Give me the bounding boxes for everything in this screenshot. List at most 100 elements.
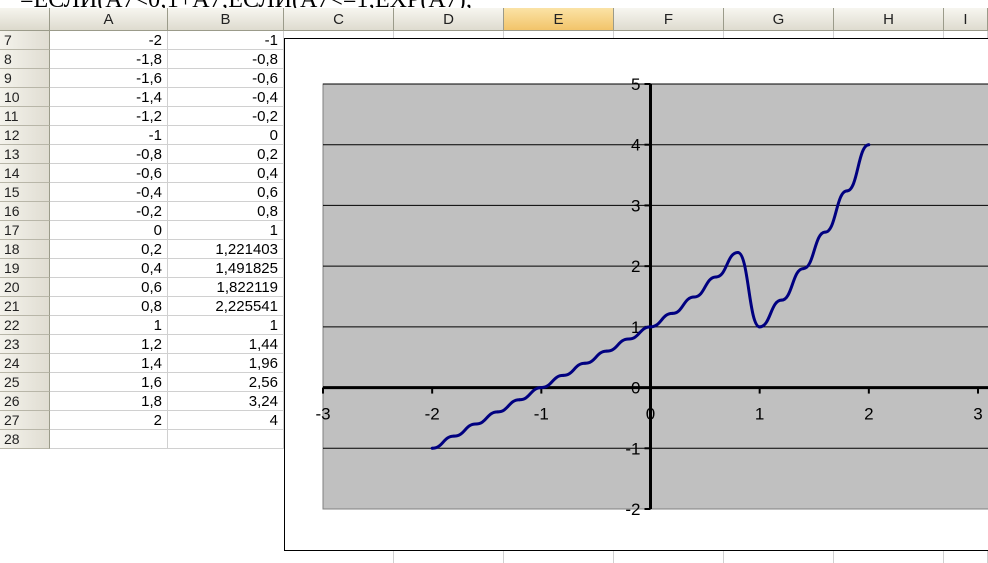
cell-a25[interactable]: 1,6 [50,373,168,392]
row-header-7[interactable]: 7 [0,31,50,50]
cell-a20[interactable]: 0,6 [50,278,168,297]
cell-a17[interactable]: 0 [50,221,168,240]
data-point-11 [670,311,674,315]
cell-b12[interactable]: 0 [168,126,284,145]
column-header-b[interactable]: B [168,8,284,31]
cell-b14[interactable]: 0,4 [168,164,284,183]
x-tick-label-6: 3 [973,405,982,424]
cell-b22[interactable]: 1 [168,316,284,335]
row-header-10[interactable]: 10 [0,88,50,107]
cell-a22[interactable]: 1 [50,316,168,335]
cell-b9[interactable]: -0,6 [168,69,284,88]
data-point-12 [692,295,696,299]
row-header-11[interactable]: 11 [0,107,50,126]
row-header-12[interactable]: 12 [0,126,50,145]
cell-b10[interactable]: -0,4 [168,88,284,107]
row-header-8[interactable]: 8 [0,50,50,69]
data-point-2 [474,422,478,426]
data-point-20 [867,143,871,147]
cell-a13[interactable]: -0,8 [50,145,168,164]
column-header-i[interactable]: I [944,8,988,31]
column-header-e[interactable]: E [504,8,614,31]
cell-a21[interactable]: 0,8 [50,297,168,316]
cell-a19[interactable]: 0,4 [50,259,168,278]
row-header-21[interactable]: 21 [0,297,50,316]
data-point-5 [539,386,543,390]
cell-a16[interactable]: -0,2 [50,202,168,221]
cell-b16[interactable]: 0,8 [168,202,284,221]
cell-b17[interactable]: 1 [168,221,284,240]
cell-a14[interactable]: -0,6 [50,164,168,183]
column-header-c[interactable]: C [284,8,394,31]
row-header-27[interactable]: 27 [0,411,50,430]
row-header-24[interactable]: 24 [0,354,50,373]
cell-b23[interactable]: 1,44 [168,335,284,354]
column-header-d[interactable]: D [394,8,504,31]
y-tick-label-7: 5 [631,75,640,94]
data-point-8 [605,349,609,353]
cell-a10[interactable]: -1,4 [50,88,168,107]
y-tick-label-5: 3 [631,196,640,215]
cell-a26[interactable]: 1,8 [50,392,168,411]
cell-a23[interactable]: 1,2 [50,335,168,354]
cell-a7[interactable]: -2 [50,31,168,50]
column-header-f[interactable]: F [614,8,724,31]
data-point-10 [649,325,652,329]
row-header-9[interactable]: 9 [0,69,50,88]
cell-b20[interactable]: 1,822119 [168,278,284,297]
data-point-7 [583,361,587,365]
cell-b19[interactable]: 1,491825 [168,259,284,278]
cell-b7[interactable]: -1 [168,31,284,50]
row-header-18[interactable]: 18 [0,240,50,259]
column-header-g[interactable]: G [724,8,834,31]
cell-a8[interactable]: -1,8 [50,50,168,69]
column-header-a[interactable]: A [50,8,168,31]
row-header-23[interactable]: 23 [0,335,50,354]
cell-b24[interactable]: 1,96 [168,354,284,373]
cell-b18[interactable]: 1,221403 [168,240,284,259]
y-tick-label-4: 2 [631,257,640,276]
cell-b25[interactable]: 2,56 [168,373,284,392]
row-header-20[interactable]: 20 [0,278,50,297]
formula-text: =ЕСЛИ(A7<0;1+A7;ЕСЛИ(A7<=1;EXP(A7); [0,0,988,8]
row-header-19[interactable]: 19 [0,259,50,278]
cell-b13[interactable]: 0,2 [168,145,284,164]
cell-b28[interactable] [168,430,284,449]
data-point-14 [736,250,740,254]
data-point-6 [561,373,565,377]
data-point-9 [627,337,631,341]
row-header-13[interactable]: 13 [0,145,50,164]
cell-a11[interactable]: -1,2 [50,107,168,126]
y-tick-label-0: -2 [625,500,640,519]
x-tick-label-1: -2 [425,405,440,424]
row-header-28[interactable]: 28 [0,430,50,449]
cell-b8[interactable]: -0,8 [168,50,284,69]
cell-a27[interactable]: 2 [50,411,168,430]
x-tick-label-3: 0 [646,405,655,424]
row-header-16[interactable]: 16 [0,202,50,221]
cell-b21[interactable]: 2,225541 [168,297,284,316]
cell-a12[interactable]: -1 [50,126,168,145]
cell-b11[interactable]: -0,2 [168,107,284,126]
cell-a15[interactable]: -0,4 [50,183,168,202]
row-header-26[interactable]: 26 [0,392,50,411]
row-header-15[interactable]: 15 [0,183,50,202]
cell-a24[interactable]: 1,4 [50,354,168,373]
row-header-14[interactable]: 14 [0,164,50,183]
cell-a9[interactable]: -1,6 [50,69,168,88]
cell-b27[interactable]: 4 [168,411,284,430]
select-all-corner[interactable] [0,8,50,31]
column-header-h[interactable]: H [834,8,944,31]
chart-svg: -3 -2 -1 0 1 2 3 -2 -1 0 1 2 3 4 5 [315,75,988,519]
cell-b15[interactable]: 0,6 [168,183,284,202]
cell-a18[interactable]: 0,2 [50,240,168,259]
embedded-chart[interactable]: -3 -2 -1 0 1 2 3 -2 -1 0 1 2 3 4 5 [284,38,988,551]
cell-b26[interactable]: 3,24 [168,392,284,411]
row-header-25[interactable]: 25 [0,373,50,392]
data-point-19 [845,189,849,193]
data-point-0 [430,446,434,450]
row-header-17[interactable]: 17 [0,221,50,240]
row-header-22[interactable]: 22 [0,316,50,335]
cell-a28[interactable] [50,430,168,449]
